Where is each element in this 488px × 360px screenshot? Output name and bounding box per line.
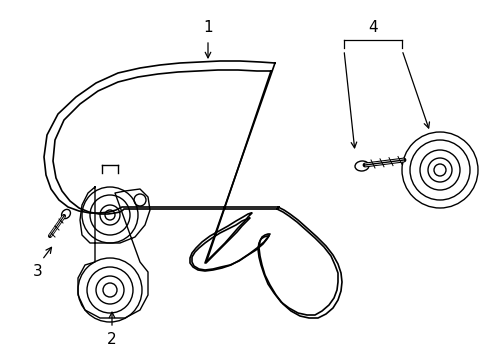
Text: 2: 2 [107,333,117,347]
Text: 3: 3 [33,265,43,279]
Text: 4: 4 [367,21,377,36]
Text: 1: 1 [203,21,212,36]
